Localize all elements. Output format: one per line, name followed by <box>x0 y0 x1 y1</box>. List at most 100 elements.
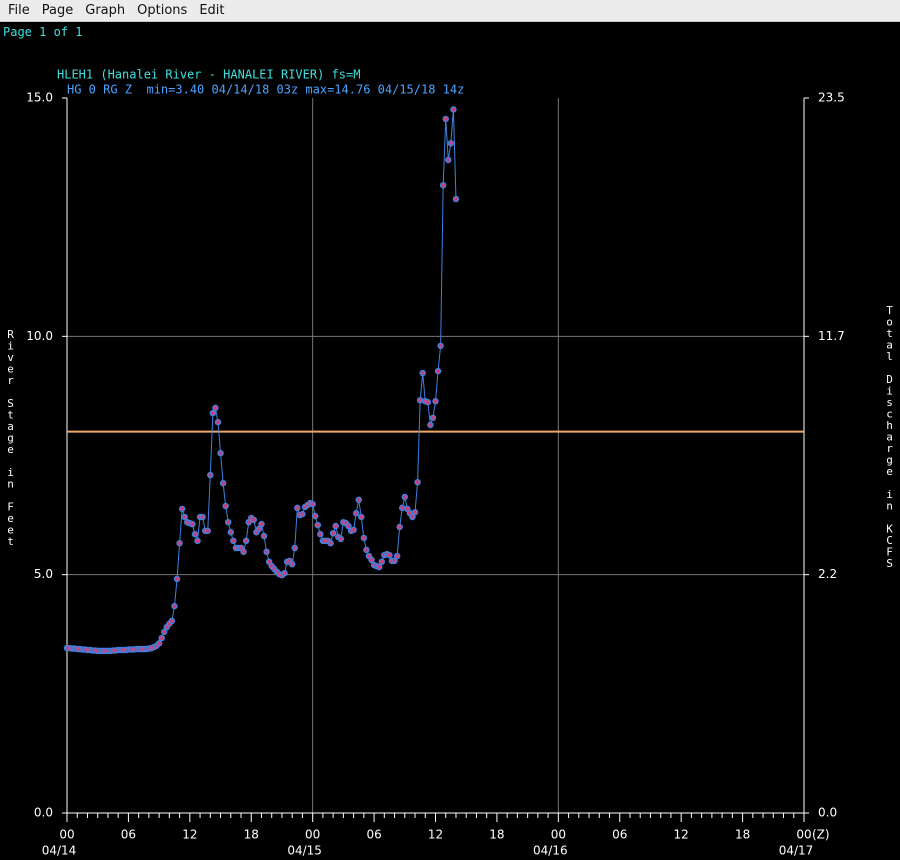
data-point <box>409 513 416 521</box>
data-point <box>311 512 319 520</box>
data-point <box>378 558 386 566</box>
data-point <box>424 398 432 406</box>
data-point <box>450 106 457 113</box>
x-tick-label: 12 <box>674 828 689 842</box>
x-tick-label: 18 <box>489 828 504 842</box>
data-point <box>219 479 227 487</box>
data-point <box>207 471 214 479</box>
data-point <box>212 404 219 412</box>
data-point <box>181 513 188 521</box>
data-point <box>414 478 421 486</box>
data-point <box>255 525 263 533</box>
data-point <box>224 518 232 526</box>
data-point <box>439 181 447 189</box>
data-point <box>352 509 360 517</box>
data-point <box>375 563 383 571</box>
data-point <box>260 532 268 540</box>
x-tick-label: 12 <box>182 828 197 842</box>
data-point <box>432 397 439 405</box>
data-point <box>437 342 444 350</box>
data-point <box>419 369 426 377</box>
y2-tick-label: 11.7 <box>818 329 845 343</box>
data-point <box>401 493 409 501</box>
data-point <box>204 527 211 535</box>
y2-axis-label: Total Discharge in KCFS <box>883 304 896 569</box>
data-point <box>222 502 229 510</box>
data-point <box>168 617 176 625</box>
data-point <box>194 537 201 545</box>
data-point <box>294 504 301 512</box>
date-label: 04/14 <box>42 844 77 858</box>
data-point <box>427 421 434 429</box>
data-point <box>189 520 196 528</box>
chart-subtitle: HG 0 RG Z min=3.40 04/14/18 03z max=14.7… <box>67 83 464 97</box>
data-point <box>250 516 258 524</box>
data-point <box>368 556 375 564</box>
data-point <box>263 548 270 556</box>
y-tick-label: 15.0 <box>26 91 53 105</box>
data-point <box>160 628 168 636</box>
menu-item[interactable]: Page <box>41 3 74 18</box>
data-point <box>309 500 316 508</box>
data-point <box>317 530 324 538</box>
data-point <box>178 505 186 513</box>
data-point <box>345 522 352 530</box>
data-point <box>214 418 222 426</box>
data-point <box>411 508 419 516</box>
y-tick-label: 5.0 <box>34 567 53 581</box>
x-tick-label: 00 <box>796 828 811 842</box>
series-line <box>67 109 457 652</box>
x-tick-label: 06 <box>366 828 381 842</box>
data-point <box>452 195 460 203</box>
menu-item[interactable]: File <box>8 3 30 18</box>
y-tick-label: 0.0 <box>34 806 53 820</box>
data-point <box>158 634 165 642</box>
menu-item[interactable]: Edit <box>199 3 225 18</box>
data-point <box>358 513 365 521</box>
x-tick-label: 06 <box>612 828 627 842</box>
data-point <box>299 510 306 518</box>
data-point <box>176 539 183 547</box>
data-point <box>337 535 345 543</box>
data-point <box>363 546 370 554</box>
data-point <box>386 551 393 559</box>
y2-tick-label: 2.2 <box>818 567 837 581</box>
data-point <box>391 557 398 565</box>
menu-item[interactable]: Options <box>137 3 188 18</box>
data-point <box>398 504 406 512</box>
data-point <box>416 396 424 404</box>
page-label: Page 1 of 1 <box>3 25 83 39</box>
data-point <box>171 602 178 610</box>
data-point <box>329 529 337 537</box>
chart-title: HLEH1 (Hanalei River - HANALEI RIVER) fs… <box>57 68 360 82</box>
date-label: 04/16 <box>533 844 568 858</box>
data-point <box>442 115 449 123</box>
y-axis-label: River Stage in Feet <box>4 328 17 547</box>
x-tick-label: 06 <box>121 828 136 842</box>
x-tick-label: 18 <box>244 828 259 842</box>
x-tick-label: 12 <box>428 828 443 842</box>
data-point <box>155 640 163 647</box>
data-point <box>209 409 217 417</box>
data-point <box>445 156 452 164</box>
date-label: 04/15 <box>287 844 322 858</box>
data-point <box>288 560 296 568</box>
data-point <box>355 496 362 504</box>
data-point <box>350 526 357 534</box>
data-point <box>230 537 237 545</box>
menu-item[interactable]: Graph <box>85 3 126 18</box>
date-label: 04/17 <box>779 844 814 858</box>
data-point <box>314 521 322 529</box>
x-tick-label: 00 <box>551 828 566 842</box>
data-point <box>434 367 442 375</box>
data-point <box>393 552 401 560</box>
data-point <box>240 548 247 556</box>
y2-tick-label: 23.5 <box>818 91 845 105</box>
data-point <box>217 449 224 457</box>
data-point <box>332 522 339 530</box>
x-tick-label: 00 <box>59 828 74 842</box>
data-point <box>360 534 368 542</box>
data-point <box>258 520 265 528</box>
data-point <box>291 544 299 552</box>
